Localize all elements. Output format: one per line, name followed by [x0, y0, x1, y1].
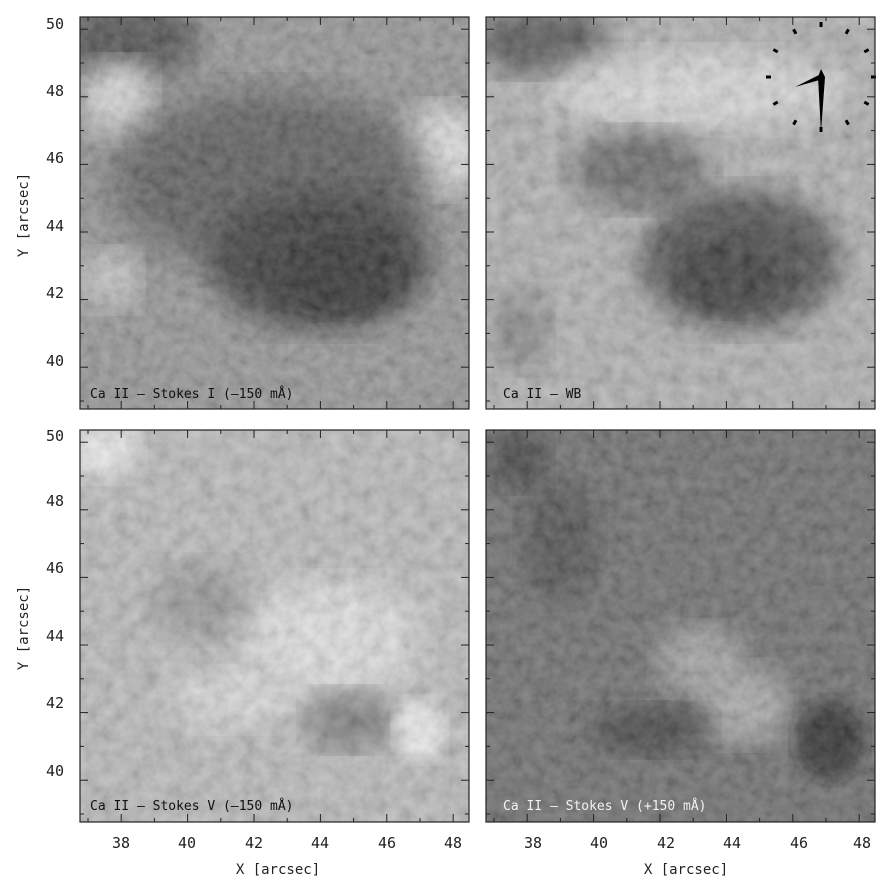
y-tick-label: 46	[46, 559, 64, 577]
x-tick-label: 48	[444, 834, 462, 852]
y-tick-label: 50	[46, 15, 64, 33]
compass-tick	[792, 28, 798, 35]
compass-tick	[844, 119, 850, 126]
compass-tick	[772, 100, 779, 106]
y-tick-label: 50	[46, 427, 64, 445]
panel-label-stokes-v-plus: Ca II – Stokes V (+150 mÅ)	[503, 798, 707, 814]
panel-label-stokes-v-minus: Ca II – Stokes V (–150 mÅ)	[90, 798, 294, 814]
x-tick-label: 46	[790, 834, 808, 852]
panel-stokes-v-minus	[80, 430, 469, 822]
y-tick-label: 46	[46, 149, 64, 167]
x-tick-label: 46	[378, 834, 396, 852]
x-axis-title-left: X [arcsec]	[236, 862, 320, 878]
compass-tick	[844, 28, 850, 35]
x-tick-label: 48	[853, 834, 871, 852]
y-tick-label: 40	[46, 762, 64, 780]
y-tick-labels-bottom: 40 42 44 46 48 50	[46, 427, 64, 780]
y-tick-label: 48	[46, 492, 64, 510]
y-tick-label: 44	[46, 627, 64, 645]
y-tick-label: 40	[46, 352, 64, 370]
x-tick-label: 42	[245, 834, 263, 852]
compass-tick	[792, 119, 798, 126]
compass-tick	[863, 100, 870, 106]
y-tick-label: 44	[46, 217, 64, 235]
y-tick-label: 42	[46, 694, 64, 712]
x-tick-labels-left: 38 40 42 44 46 48	[112, 834, 462, 852]
x-tick-label: 40	[590, 834, 608, 852]
y-axis-title-bottom: Y [arcsec]	[16, 586, 32, 670]
y-tick-label: 42	[46, 284, 64, 302]
y-tick-labels-top: 40 42 44 46 48 50	[46, 15, 64, 370]
panel-stokes-i	[80, 17, 469, 409]
y-axis-title-top: Y [arcsec]	[16, 173, 32, 257]
x-axis-title-right: X [arcsec]	[644, 862, 728, 878]
x-tick-label: 38	[524, 834, 542, 852]
x-tick-label: 40	[178, 834, 196, 852]
panel-wb	[486, 17, 875, 409]
compass-tick	[863, 48, 870, 54]
compass-tick	[772, 48, 779, 54]
x-tick-label: 44	[723, 834, 741, 852]
panel-frames	[79, 16, 876, 823]
clock-compass-icon	[766, 22, 876, 132]
tick-marks	[80, 17, 875, 822]
x-tick-label: 38	[112, 834, 130, 852]
y-tick-label: 48	[46, 82, 64, 100]
x-tick-labels-right: 38 40 42 44 46 48	[524, 834, 871, 852]
panel-stokes-v-plus	[486, 430, 875, 822]
x-tick-label: 42	[657, 834, 675, 852]
x-tick-label: 44	[311, 834, 329, 852]
panel-label-wb: Ca II – WB	[503, 387, 581, 402]
panel-label-stokes-i: Ca II – Stokes I (–150 mÅ)	[90, 386, 294, 402]
